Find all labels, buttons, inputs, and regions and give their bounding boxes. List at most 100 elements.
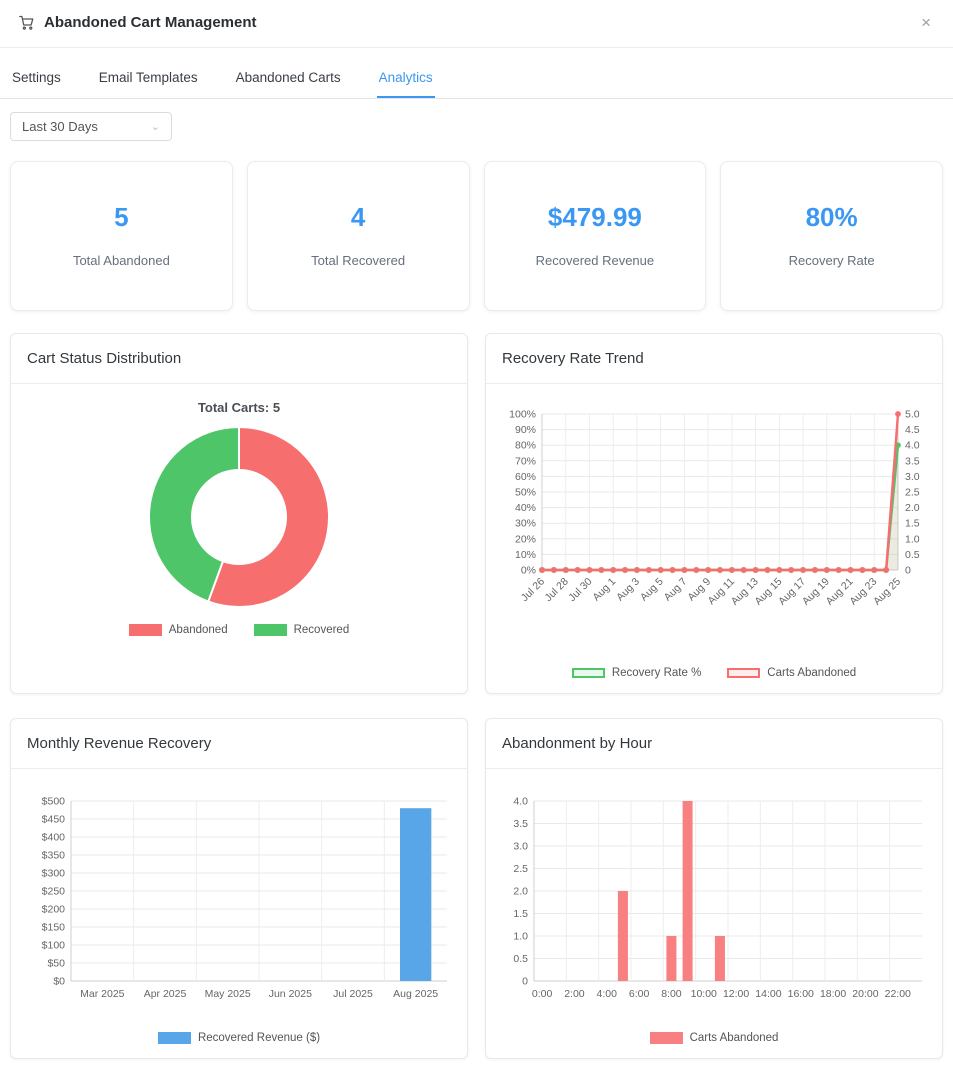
data-point[interactable] — [669, 566, 676, 574]
chevron-down-icon: ⌄ — [150, 121, 160, 133]
legend-swatch — [253, 624, 287, 636]
chart-legend: Abandoned Recovered — [19, 624, 459, 636]
bar-aug-2025[interactable] — [400, 808, 432, 981]
data-point[interactable] — [776, 566, 783, 574]
legend-item[interactable]: Carts Abandoned — [649, 1032, 779, 1044]
data-point[interactable] — [550, 566, 557, 574]
data-point[interactable] — [574, 566, 581, 574]
data-point[interactable] — [811, 566, 819, 574]
bar-8-00[interactable] — [666, 936, 677, 981]
stat-label: Recovery Rate — [788, 253, 875, 268]
data-point[interactable] — [645, 566, 652, 574]
panel-title: Cart Status Distribution — [27, 350, 182, 367]
x-tick-label: Aug 1 — [590, 576, 618, 604]
data-point[interactable] — [681, 566, 688, 574]
data-point[interactable] — [562, 566, 569, 574]
tick-label: 70% — [515, 455, 536, 467]
tab-analytics[interactable]: Analytics — [376, 58, 435, 98]
tick-label: Jun 2025 — [269, 988, 312, 1000]
legend-item[interactable]: Abandoned — [128, 624, 228, 636]
tick-label: 0.5 — [513, 953, 528, 965]
tick-label: 50% — [515, 487, 536, 499]
data-point[interactable] — [859, 566, 866, 574]
bar-9-00[interactable] — [682, 801, 693, 981]
legend-label: Carts Abandoned — [689, 1032, 779, 1044]
panel-abandonment-by-hour: Abandonment by Hour 0 0.5 1.0 1.5 2.0 2.5 3.0 3… — [485, 718, 943, 1059]
close-icon[interactable]: × — [921, 13, 931, 32]
tick-label: 12:00 — [723, 988, 749, 1000]
tick-label: 100% — [509, 409, 536, 421]
legend-label: Recovered Revenue ($) — [197, 1032, 321, 1044]
tick-label: Apr 2025 — [144, 988, 187, 1000]
stat-card-recovered-revenue: $479.99 Recovered Revenue — [483, 161, 707, 311]
bar-5-00[interactable] — [617, 891, 628, 981]
tick-label: 4:00 — [597, 988, 618, 1000]
donut-slice-abandoned[interactable] — [206, 425, 330, 608]
tick-label: 3.0 — [513, 841, 528, 853]
tab-email-templates[interactable]: Email Templates — [98, 70, 198, 85]
tick-label: 18:00 — [820, 988, 846, 1000]
donut-chart-container: Abandoned Recovered — [19, 421, 459, 636]
data-point[interactable] — [883, 566, 890, 574]
tick-label: $350 — [42, 850, 66, 862]
data-point[interactable] — [847, 566, 854, 574]
charts-grid: Cart Status Distribution Total Carts: 5 … — [10, 333, 943, 1066]
data-point[interactable] — [693, 566, 700, 574]
data-point[interactable] — [716, 566, 724, 574]
tick-label: 90% — [515, 424, 536, 436]
data-point[interactable] — [621, 566, 629, 574]
tick-label: $100 — [42, 940, 66, 952]
legend-swatch — [649, 1032, 683, 1044]
tick-label: 10:00 — [691, 988, 717, 1000]
data-point[interactable] — [799, 566, 807, 574]
data-point[interactable] — [538, 566, 546, 574]
donut-slice-recovered[interactable] — [148, 425, 240, 603]
data-point[interactable] — [823, 566, 830, 574]
tick-label: $500 — [42, 796, 66, 808]
data-point[interactable] — [586, 566, 593, 574]
tick-label: 0% — [521, 565, 536, 577]
tab-abandoned-carts[interactable]: Abandoned Carts — [235, 70, 341, 85]
data-point[interactable] — [705, 566, 712, 574]
data-point[interactable] — [894, 410, 902, 418]
stat-label: Total Abandoned — [72, 253, 170, 268]
tick-label: 0 — [905, 565, 911, 577]
data-point[interactable] — [598, 566, 605, 574]
tick-label: $450 — [42, 814, 66, 826]
shopping-cart-icon — [19, 15, 34, 30]
tab-settings[interactable]: Settings — [12, 70, 61, 85]
tick-label: 2.5 — [513, 863, 528, 875]
tick-label: 2:00 — [564, 988, 585, 1000]
data-point[interactable] — [764, 566, 771, 574]
chart-legend: Carts Abandoned — [494, 1032, 934, 1044]
line-chart: 0% 0 10% 0.5 20% 1.0 30% 1.5 40% 2.0 50% 2.5 60% 3.0 7… — [509, 409, 920, 608]
bar-11-00[interactable] — [714, 936, 725, 981]
data-point[interactable] — [752, 566, 759, 574]
x-tick-label: Aug 5 — [638, 576, 666, 604]
data-point[interactable] — [788, 566, 795, 574]
legend-item[interactable]: Carts Abandoned — [727, 667, 856, 679]
legend-item[interactable]: Recovered Revenue ($) — [157, 1032, 321, 1044]
tick-label: $200 — [42, 904, 66, 916]
data-point[interactable] — [835, 566, 842, 574]
data-point[interactable] — [728, 566, 735, 574]
x-tick-label: Jul 30 — [566, 576, 594, 604]
filter-row: Last 30 Days ⌄ — [0, 99, 953, 145]
tick-label: 2.5 — [905, 487, 920, 499]
tick-label: 10% — [515, 549, 536, 561]
data-point[interactable] — [657, 566, 664, 574]
tick-label: 8:00 — [661, 988, 682, 1000]
data-point[interactable] — [740, 566, 747, 574]
date-range-select[interactable]: Last 30 Days ⌄ — [10, 112, 172, 141]
data-point[interactable] — [633, 566, 641, 574]
legend-item[interactable]: Recovered — [253, 624, 349, 636]
legend-item[interactable]: Recovery Rate % — [571, 667, 701, 679]
chart-legend: Recovery Rate % Carts Abandoned — [494, 667, 934, 679]
date-range-value: Last 30 Days — [22, 119, 98, 134]
tick-label: 1.0 — [513, 931, 528, 943]
stat-label: Total Recovered — [311, 253, 406, 268]
tick-label: Jul 2025 — [333, 988, 373, 1000]
tick-label: 16:00 — [788, 988, 814, 1000]
data-point[interactable] — [871, 566, 878, 574]
data-point[interactable] — [610, 566, 617, 574]
